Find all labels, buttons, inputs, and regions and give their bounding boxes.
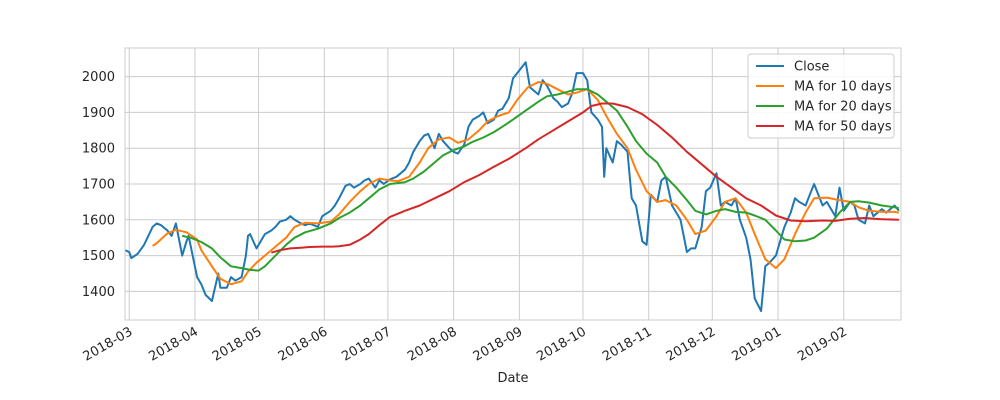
series-line-3: [181, 88, 900, 272]
plot-frame: [124, 47, 902, 321]
x-tick-label: 2018-05: [210, 324, 265, 364]
y-tick-label: 2000: [82, 70, 115, 85]
x-tick-label: 2019-02: [795, 324, 850, 364]
series-line-1: [125, 61, 900, 313]
x-axis-ticks: 2018-03 2018-04 2018-05 2018-06 2018-07 2018-…: [81, 324, 850, 364]
legend: Close MA for 10 days MA for 20 days MA for …: [747, 53, 895, 139]
y-tick-label: 1800: [82, 142, 115, 157]
y-axis-ticks: 1400 1500 1600 1700 1800 1900 2000: [82, 70, 115, 300]
x-tick-label: 2018-06: [276, 324, 331, 364]
x-axis-label: Date: [497, 371, 528, 386]
x-tick-label: 2018-12: [664, 324, 719, 364]
x-tick-label: 2018-07: [339, 324, 394, 364]
legend-label-1: Close: [794, 60, 829, 75]
x-tick-label: 2018-11: [600, 324, 655, 364]
x-tick-label: 2019-01: [729, 324, 784, 364]
y-tick-label: 1900: [82, 106, 115, 121]
series-layer: [125, 61, 900, 313]
legend-box: [747, 53, 895, 139]
legend-label-3: MA for 20 days: [794, 100, 892, 115]
series-line-4: [271, 102, 899, 254]
y-tick-label: 1500: [82, 249, 115, 264]
y-tick-label: 1400: [82, 285, 115, 300]
x-tick-label: 2018-04: [146, 324, 201, 364]
x-tick-label: 2018-09: [471, 324, 526, 364]
legend-label-2: MA for 10 days: [794, 80, 892, 95]
series-line-2: [152, 81, 900, 286]
y-tick-label: 1600: [82, 213, 115, 228]
x-tick-label: 2018-03: [81, 324, 136, 364]
legend-label-4: MA for 50 days: [794, 120, 892, 135]
x-tick-label: 2018-10: [534, 324, 589, 364]
y-tick-label: 1700: [82, 178, 115, 193]
x-tick-label: 2018-08: [405, 324, 460, 364]
